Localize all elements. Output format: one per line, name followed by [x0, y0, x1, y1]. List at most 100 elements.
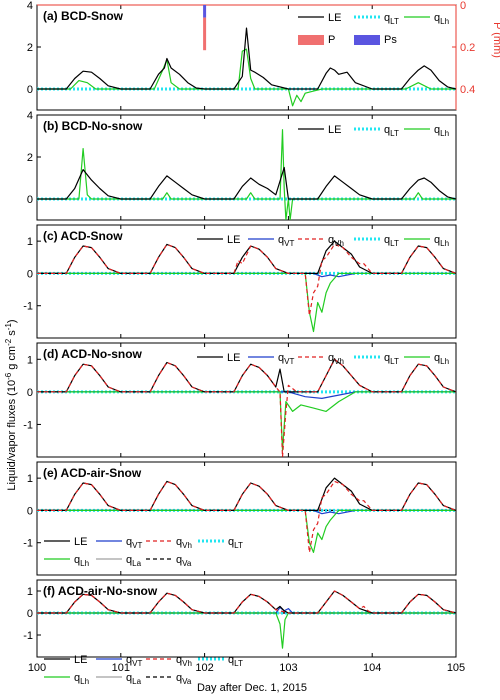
panel-title: (e) ACD-air-Snow [43, 466, 142, 480]
panel-a: 0 2 4 0 0.2 0.4 (a) BCD-Snow LE qLT qLh P Ps [27, 0, 475, 111]
legend-label: qLh [434, 234, 449, 248]
y-tick-label: -1 [23, 630, 33, 642]
legend-label-sub: Lh [80, 677, 89, 686]
legend-label: qVa [176, 672, 192, 686]
legend-label-sub: Lh [80, 559, 89, 568]
legend-label-sub: LT [234, 659, 243, 668]
legend-label: LE [227, 352, 240, 364]
legend-swatch [354, 35, 380, 45]
legend-label-sub: VT [284, 357, 294, 366]
legend-label-sub: VT [284, 239, 294, 248]
series-qLh-line [37, 509, 456, 554]
series-group [37, 477, 456, 554]
axes-frame [36, 224, 457, 339]
y-tick-label: -1 [23, 538, 33, 550]
y-tick-label: 0 [27, 84, 33, 96]
y-tick-label: 0 [27, 608, 33, 620]
y-axis-label-end: ) [6, 319, 18, 323]
y-tick-label: -1 [23, 419, 33, 431]
panel-e: -1 0 1 (e) ACD-air-Snow LE qVT qVh qLT qLh qLa qVa [23, 461, 457, 576]
series-group [37, 590, 456, 649]
y-axis-label-exp3: -1 [4, 323, 13, 331]
axes-frame [36, 114, 457, 221]
panel-title: (f) ACD-air-No-snow [43, 584, 158, 598]
precip-ps-bar [203, 5, 207, 18]
legend-label-sub: LT [390, 17, 399, 26]
series-qLh-line [37, 129, 456, 220]
series-qVh-line [37, 480, 456, 554]
legend-label: qLa [126, 554, 142, 568]
legend-label-sub: Vh [182, 541, 192, 550]
legend-label-sub: Vh [182, 659, 192, 668]
legend-label: qVT [126, 536, 142, 550]
right-axis-tick-label: 0.4 [460, 84, 475, 96]
series-LE-line [37, 477, 456, 511]
series-qLh-line [37, 612, 456, 649]
y-axis-label-exp2: -2 [4, 338, 13, 346]
legend-label-sub: Va [182, 677, 192, 686]
y-tick-label: 1 [27, 473, 33, 485]
axes-frame [36, 461, 457, 576]
legend-label-sub: LT [390, 357, 399, 366]
legend-label: qVh [176, 536, 192, 550]
y-axis-label-main: Liquid/vapor fluxes (10 [6, 380, 18, 491]
series-qVh-line [37, 243, 456, 316]
precip-p-bar [203, 17, 207, 51]
panel-f: 100 101 102 103 104 105 -1 0 1 (f) ACD-air-No-sno… [23, 579, 465, 686]
x-tick-label: 104 [363, 662, 381, 674]
x-axis-label: Day after Dec. 1, 2015 [197, 682, 307, 694]
y-tick-label: 0 [27, 505, 33, 517]
y-tick-label: 4 [27, 0, 33, 12]
legend-label-sub: La [132, 559, 141, 568]
y-tick-label: 1 [27, 236, 33, 248]
legend-label: qVh [328, 352, 344, 366]
legend-label: qVT [278, 234, 294, 248]
y-axis-label-mid2: s [6, 330, 18, 339]
legend-label-sub: LT [234, 541, 243, 550]
legend-label-sub: Vh [334, 357, 344, 366]
legend-label-sub: VT [132, 659, 142, 668]
x-tick-label: 100 [28, 662, 46, 674]
legend-label: qLh [74, 554, 89, 568]
y-tick-label: 0 [27, 268, 33, 280]
legend-label: qLT [384, 234, 399, 248]
panel-title: (b) BCD-No-snow [43, 119, 143, 133]
legend-label-sub: Vh [334, 239, 344, 248]
legend-label: LE [74, 536, 87, 548]
legend-label: qLT [384, 352, 399, 366]
y-tick-label: 4 [27, 110, 33, 122]
series-group [37, 240, 456, 333]
legend-label-sub: Lh [440, 129, 449, 138]
legend-label: LE [328, 124, 341, 136]
x-tick-label: 103 [279, 662, 297, 674]
legend-label-sub: Lh [440, 239, 449, 248]
y-tick-label: 1 [27, 586, 33, 598]
y-axis-label-exp1: -6 [4, 372, 13, 380]
legend-label-sub: Va [182, 559, 192, 568]
series-group [37, 129, 456, 220]
legend-label: qLT [384, 124, 399, 138]
panel-d: -1 0 1 (d) ACD-No-snow LE qVT qVh qLT qLh [23, 342, 457, 458]
legend-label: Ps [384, 34, 397, 46]
x-tick-label: 102 [195, 662, 213, 674]
legend-label: qVT [278, 352, 294, 366]
y-axis-label-mid: g cm [6, 346, 18, 373]
x-tick-label: 101 [112, 662, 130, 674]
axes-frame [36, 579, 457, 658]
legend-label-sub: Lh [440, 17, 449, 26]
legend-label: qLT [384, 12, 399, 26]
series-qLh-line [37, 391, 456, 452]
legend-label: qLT [228, 536, 243, 550]
legend-label-sub: LT [390, 239, 399, 248]
legend-label: P [328, 34, 335, 46]
y-tick-label: 2 [27, 152, 33, 164]
legend-label: qLh [434, 12, 449, 26]
panel-c: -1 0 1 (c) ACD-Snow LE qVT qVh qLT qLh [23, 224, 457, 339]
series-qVh-line [37, 358, 456, 457]
legend-label-sub: LT [390, 129, 399, 138]
y-tick-label: -1 [23, 301, 33, 313]
y-tick-label: 2 [27, 42, 33, 54]
legend-label-sub: La [132, 677, 141, 686]
legend-swatch [298, 35, 324, 45]
